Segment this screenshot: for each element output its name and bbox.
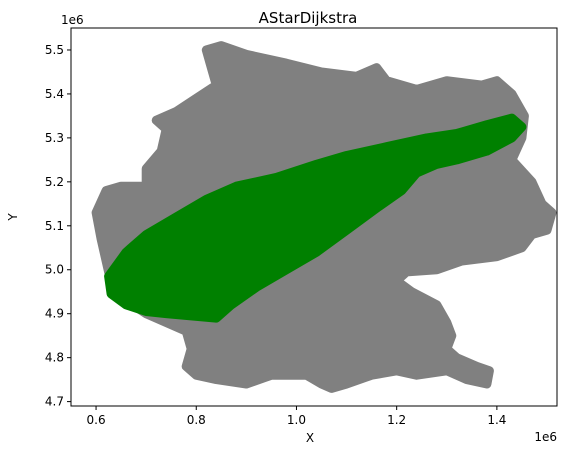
y-offset-label: 1e6 xyxy=(61,13,84,27)
series-layer xyxy=(91,41,557,393)
y-tick-label: 4.9 xyxy=(45,307,64,321)
y-axis: 4.7 4.8 4.9 5.0 5.1 5.2 5.3 5.4 5.5 xyxy=(45,43,71,409)
x-offset-label: 1e6 xyxy=(534,430,557,444)
x-axis-label: X xyxy=(306,431,314,445)
x-tick-label: 0.8 xyxy=(187,413,206,427)
y-tick-label: 5.3 xyxy=(45,131,64,145)
x-tick-label: 0.6 xyxy=(87,413,106,427)
x-tick-label: 1.0 xyxy=(287,413,306,427)
x-tick-label: 1.4 xyxy=(487,413,506,427)
x-tick-label: 1.2 xyxy=(387,413,406,427)
y-tick-label: 4.7 xyxy=(45,395,64,409)
chart-title: AStarDijkstra xyxy=(259,9,358,27)
y-tick-label: 5.4 xyxy=(45,87,64,101)
y-tick-label: 5.2 xyxy=(45,175,64,189)
x-axis: 0.6 0.8 1.0 1.2 1.4 xyxy=(87,406,506,427)
y-axis-label: Y xyxy=(6,213,20,222)
y-tick-label: 5.5 xyxy=(45,43,64,57)
y-tick-label: 5.0 xyxy=(45,263,64,277)
plot-frame xyxy=(70,27,558,407)
series-1-points xyxy=(104,113,527,323)
y-tick-label: 4.8 xyxy=(45,351,64,365)
y-tick-label: 5.1 xyxy=(45,219,64,233)
